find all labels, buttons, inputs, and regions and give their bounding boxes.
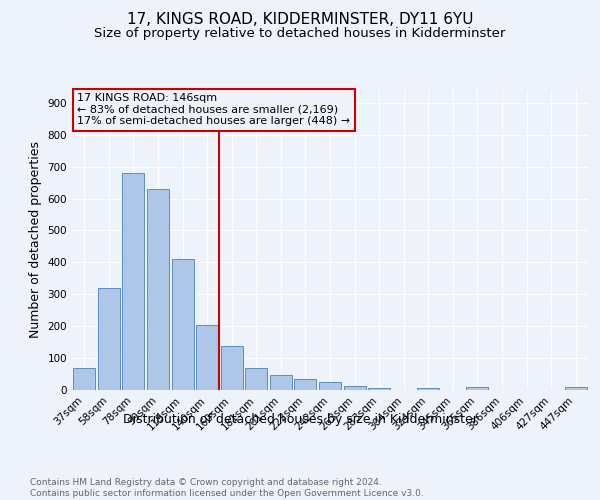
Text: 17, KINGS ROAD, KIDDERMINSTER, DY11 6YU: 17, KINGS ROAD, KIDDERMINSTER, DY11 6YU: [127, 12, 473, 28]
Bar: [466, 388, 488, 390]
Bar: [221, 346, 243, 390]
Bar: [565, 388, 587, 390]
Bar: [147, 189, 169, 390]
Bar: [319, 382, 341, 390]
Bar: [73, 368, 95, 390]
Bar: [122, 173, 145, 390]
Bar: [368, 388, 390, 390]
Text: Contains HM Land Registry data © Crown copyright and database right 2024.
Contai: Contains HM Land Registry data © Crown c…: [30, 478, 424, 498]
Y-axis label: Number of detached properties: Number of detached properties: [29, 142, 42, 338]
Bar: [417, 388, 439, 390]
Text: Size of property relative to detached houses in Kidderminster: Size of property relative to detached ho…: [94, 28, 506, 40]
Bar: [344, 386, 365, 390]
Text: 17 KINGS ROAD: 146sqm
← 83% of detached houses are smaller (2,169)
17% of semi-d: 17 KINGS ROAD: 146sqm ← 83% of detached …: [77, 93, 350, 126]
Bar: [295, 379, 316, 390]
Bar: [196, 324, 218, 390]
Bar: [98, 288, 120, 390]
Bar: [270, 374, 292, 390]
Bar: [245, 368, 268, 390]
Text: Distribution of detached houses by size in Kidderminster: Distribution of detached houses by size …: [122, 412, 478, 426]
Bar: [172, 259, 194, 390]
